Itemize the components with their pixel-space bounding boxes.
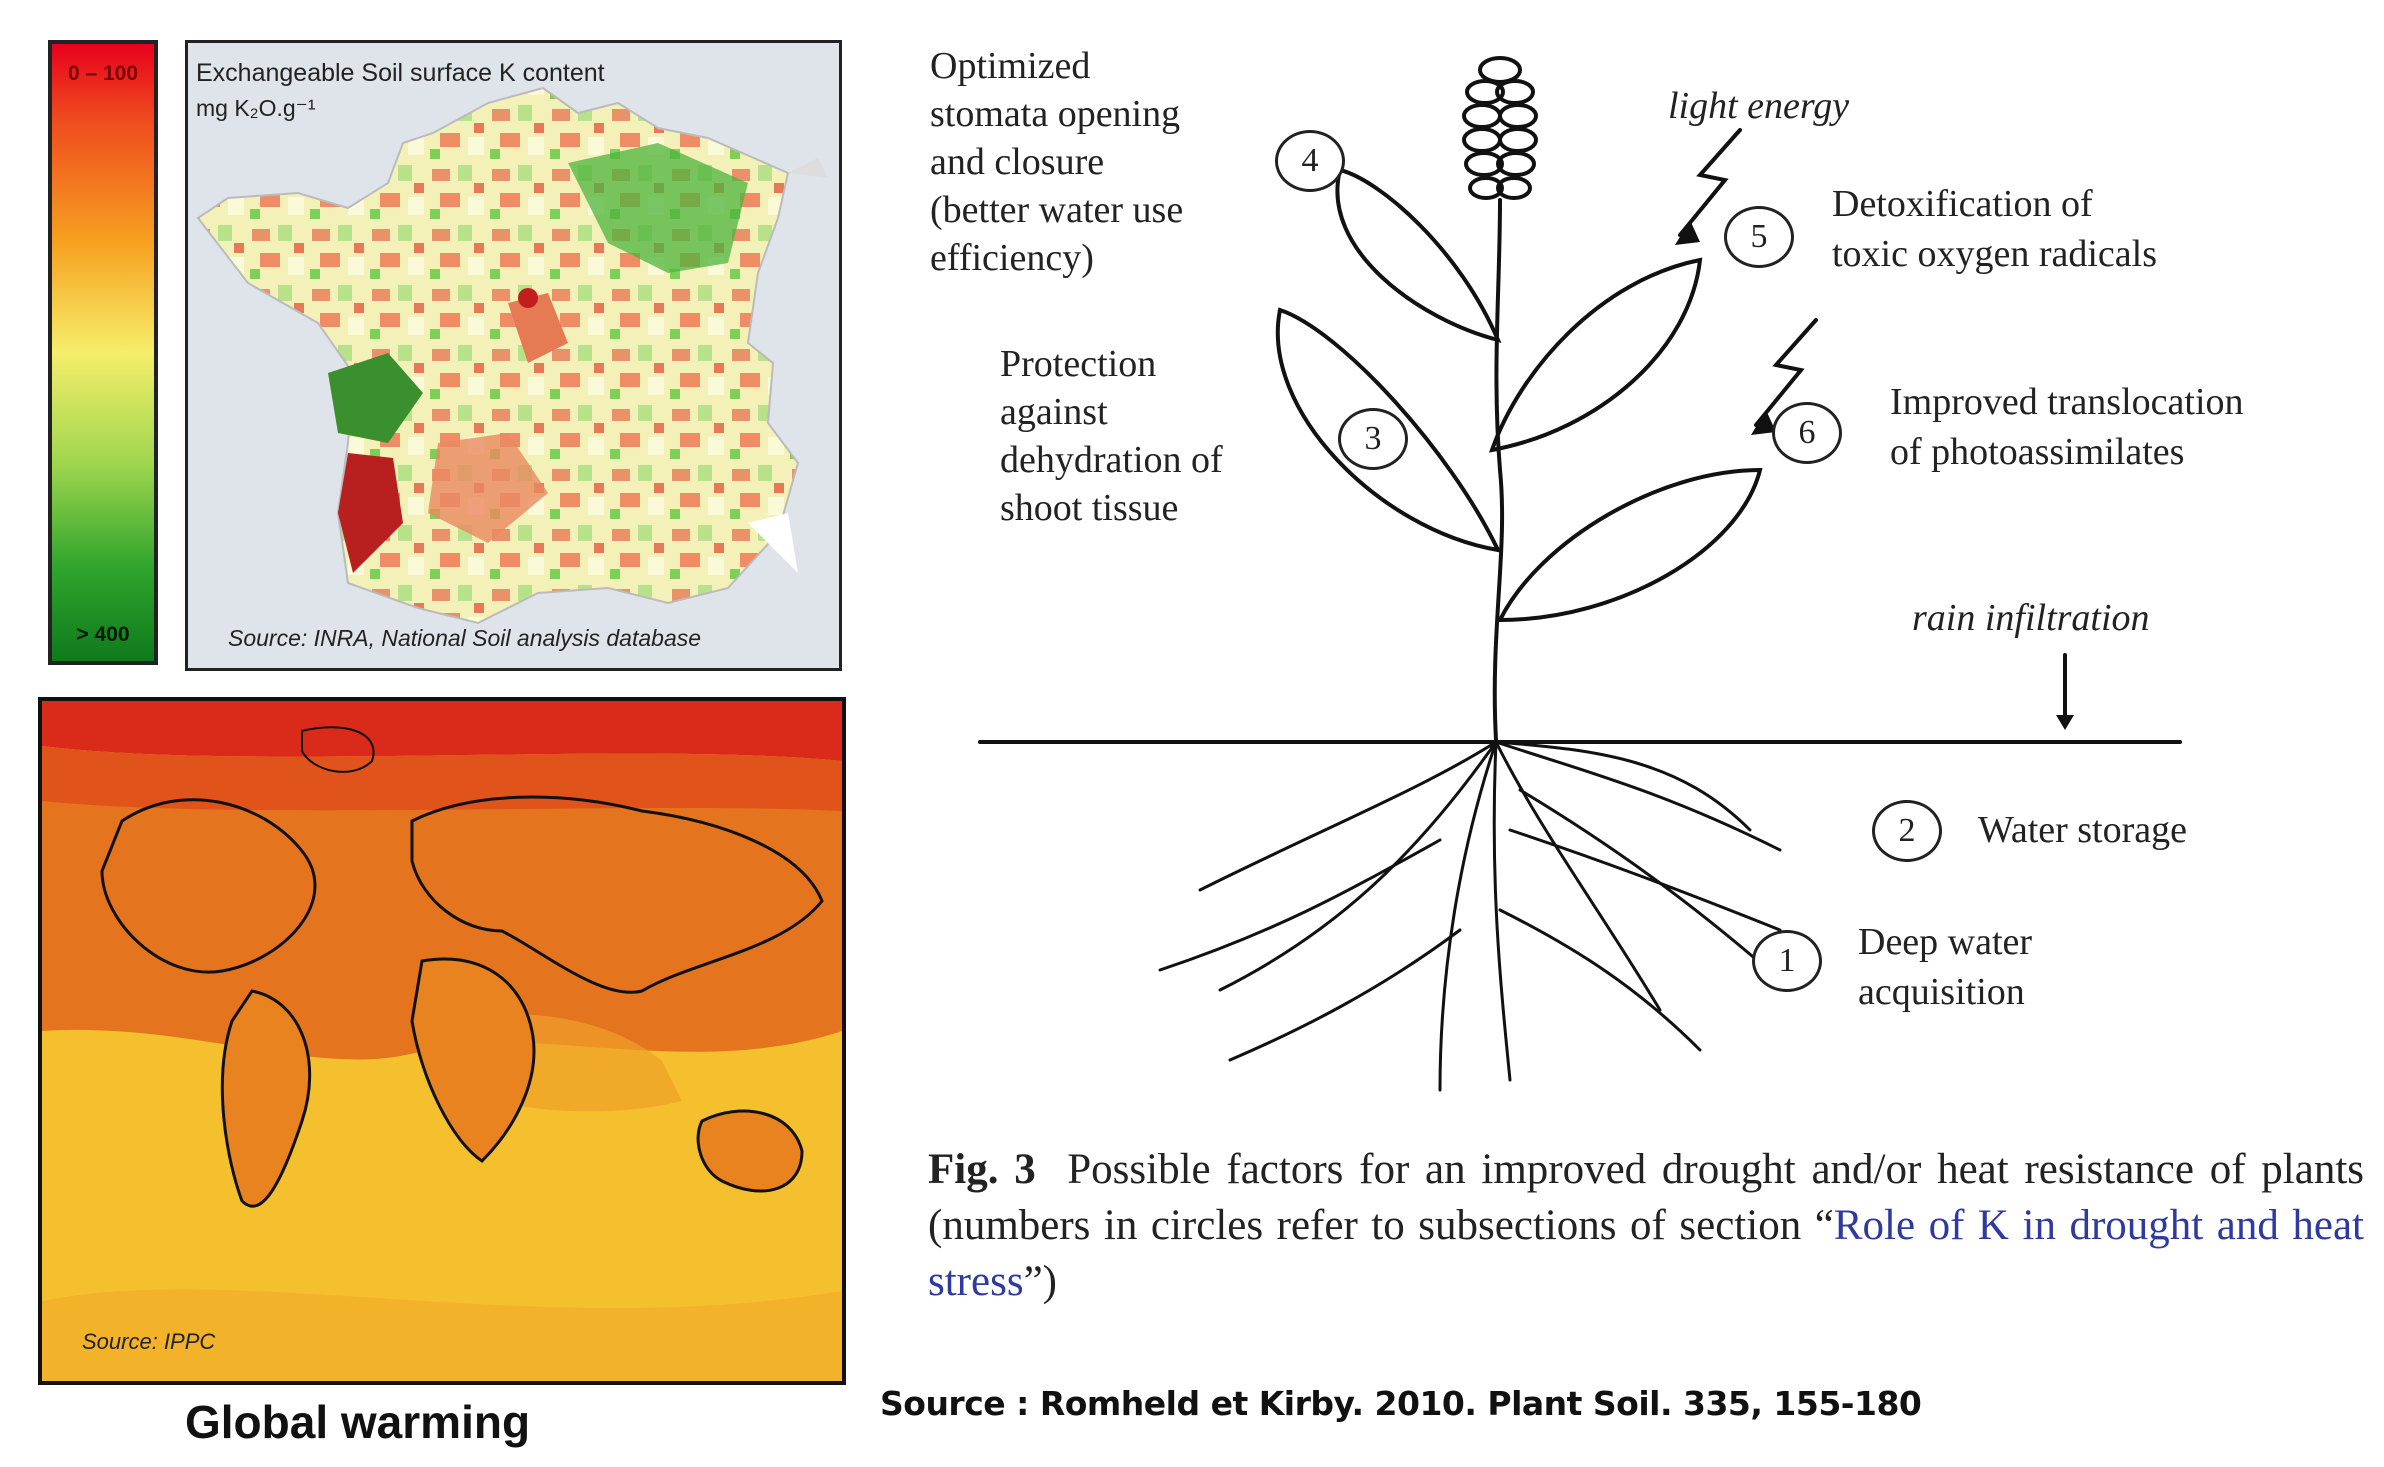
leaf-3	[1276, 307, 1502, 553]
france-soil-k-map: Exchangeable Soil surface K content mg K…	[185, 40, 842, 671]
light-energy-label: light energy	[1668, 85, 1850, 127]
lightning-bolt-icon-2	[1754, 318, 1818, 427]
france-map-title: Exchangeable Soil surface K content	[196, 59, 605, 87]
label-5-line1: Detoxification of	[1832, 183, 2093, 225]
number-circle-1: 1	[1752, 930, 1822, 992]
lightning-bolt-icon	[1678, 128, 1742, 237]
global-warming-map: Source: IPPC	[38, 697, 846, 1385]
label-3-line2: against	[1000, 391, 1108, 433]
france-map-unit: mg K₂O.g⁻¹	[196, 95, 316, 121]
figure-caption-text: Possible factors for an improved drought…	[928, 1146, 2365, 1249]
label-1-line1: Deep water	[1858, 921, 2033, 963]
source-reference: Source : Romheld et Kirby. 2010. Plant S…	[880, 1384, 1922, 1423]
global-warming-caption: Global warming	[185, 1396, 531, 1448]
label-3-line3: dehydration of	[1000, 439, 1223, 481]
rain-infiltration-label: rain infiltration	[1912, 597, 2150, 639]
number-circle-2: 2	[1872, 800, 1942, 862]
label-6-line2: of photoassimilates	[1890, 431, 2185, 473]
leaf-6	[1496, 467, 1763, 623]
label-1-line2: acquisition	[1858, 971, 2025, 1013]
label-3-line1: Protection	[1000, 343, 1157, 385]
label-6-line1: Improved translocation	[1890, 381, 2244, 423]
number-circle-5: 5	[1724, 206, 1794, 268]
figure-caption: Fig. 3 Possible factors for an improved …	[928, 1142, 2364, 1310]
france-map-source: Source: INRA, National Soil analysis dat…	[228, 625, 702, 651]
world-map-source: Source: IPPC	[82, 1329, 216, 1354]
label-2: Water storage	[1978, 809, 2187, 851]
label-4-line2: stomata opening	[930, 93, 1181, 135]
france-map-graphic	[196, 86, 828, 625]
number-circle-6: 6	[1772, 402, 1842, 464]
plant-drawing	[978, 56, 2182, 1092]
legend-top-label: 0 – 100	[67, 62, 139, 85]
label-4-line4: (better water use	[930, 189, 1184, 231]
label-3-line4: shoot tissue	[1000, 487, 1179, 529]
plant-roots	[1158, 740, 1782, 1092]
plant-diagram: Optimized stomata opening and closure (b…	[900, 30, 2380, 1130]
label-4-line1: Optimized	[930, 45, 1091, 87]
world-map-graphic	[42, 701, 842, 1381]
label-4-line5: efficiency)	[930, 237, 1094, 279]
flower-spike	[1462, 56, 1538, 200]
number-circle-3: 3	[1338, 408, 1408, 470]
label-5-line2: toxic oxygen radicals	[1832, 233, 2158, 275]
section-link[interactable]: Role of K in drought and heat stress	[928, 1202, 2364, 1305]
label-4-line3: and closure	[930, 141, 1105, 183]
figure-caption-end: ”)	[1023, 1258, 1057, 1305]
leaf-5	[1488, 257, 1703, 453]
k-content-legend-bar: 0 – 100 > 400	[48, 40, 158, 665]
number-circle-4: 4	[1275, 130, 1345, 192]
legend-bottom-label: > 400	[76, 623, 130, 646]
figure-label: Fig. 3	[928, 1146, 1036, 1193]
plant-stem	[1492, 198, 1505, 742]
